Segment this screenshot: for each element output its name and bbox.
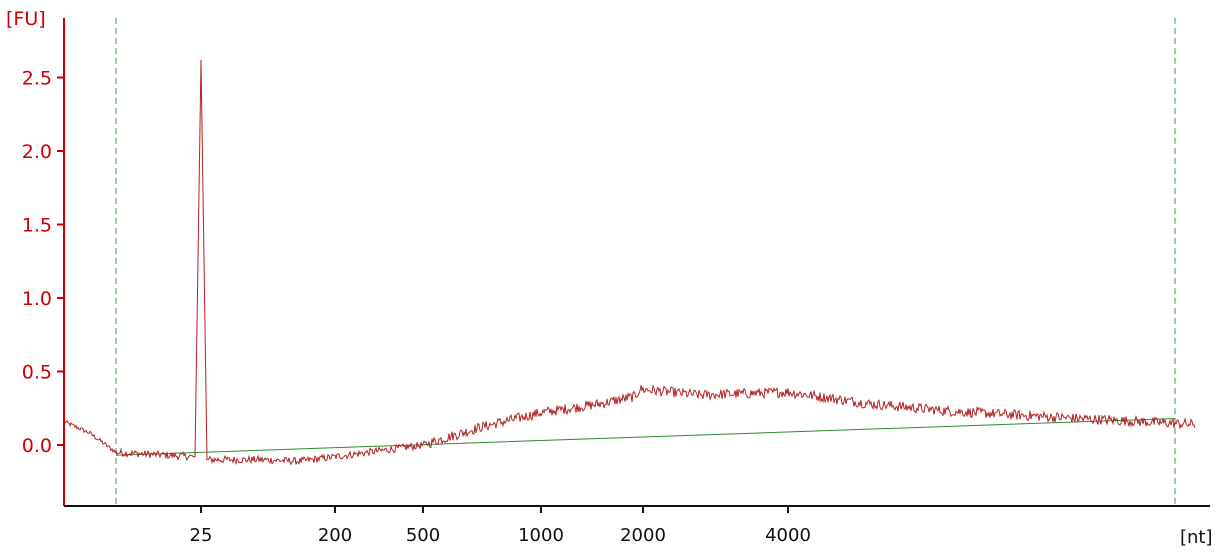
y-tick-label: 1.5 <box>22 215 52 237</box>
baseline-line <box>115 418 1176 456</box>
y-axis-title: [FU] <box>6 8 46 30</box>
x-tick-label: 2000 <box>620 525 666 546</box>
x-tick-label: 4000 <box>765 525 811 546</box>
x-axis-title: [nt] <box>1180 527 1213 548</box>
y-tick-label: 0.0 <box>22 435 52 457</box>
x-axis-ticks: 25 200 500 1000 2000 4000 <box>190 506 811 546</box>
y-tick-label: 1.0 <box>22 288 52 310</box>
y-axis-ticks: 0.0 0.5 1.0 1.5 2.0 2.5 <box>22 68 64 457</box>
x-tick-label: 1000 <box>518 525 564 546</box>
x-tick-label: 25 <box>190 525 213 546</box>
signal-trace <box>63 59 1196 466</box>
y-tick-label: 2.5 <box>22 68 52 90</box>
x-tick-label: 200 <box>318 525 352 546</box>
y-tick-label: 2.0 <box>22 141 52 163</box>
y-tick-label: 0.5 <box>22 362 52 384</box>
x-tick-label: 500 <box>406 525 440 546</box>
